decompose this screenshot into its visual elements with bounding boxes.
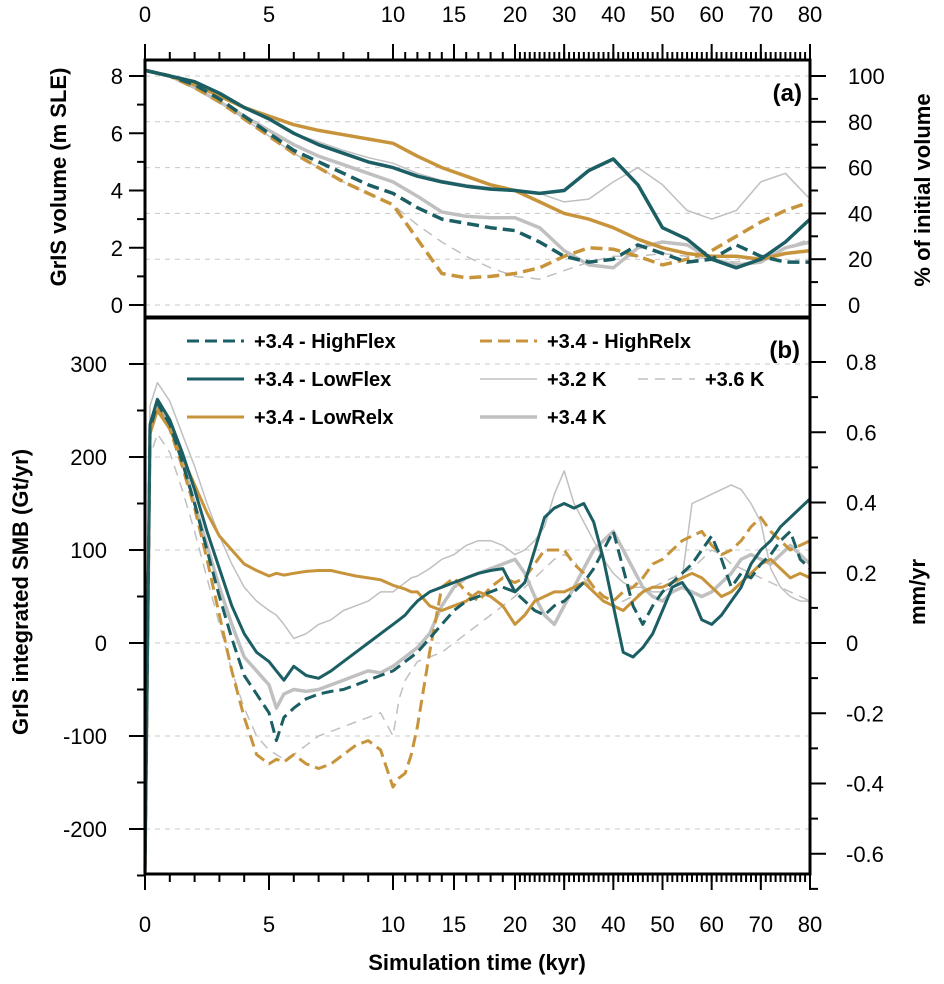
panel-a-y-tick-label: 2: [111, 236, 123, 261]
bottom-x-tick-label: 20: [503, 912, 527, 937]
legend-entry: +3.6 K: [638, 369, 765, 391]
series-line--3-4-k: [144, 68, 811, 270]
panel-b-y-tick-label: -100: [63, 724, 107, 749]
series-line--3-4-highflex: [144, 68, 810, 264]
top-x-tick-label: 80: [798, 2, 822, 27]
series-line--3-2-k: [144, 69, 811, 220]
panel-b-series: [143, 381, 812, 873]
series-line--3-4-k: [143, 401, 812, 873]
bottom-x-axis: 0 5 10 15 20 30 40 50 60 70 80: [139, 874, 822, 937]
panel-b-left-axis: -200 -100 0 100 200 300: [63, 352, 145, 877]
bottom-x-tick-label: 80: [798, 912, 822, 937]
panel-b-y-right-tick-label: 0.8: [846, 350, 877, 375]
panel-a-y-tick-label: 0: [111, 293, 123, 318]
panel-a-y-right-title: % of initial volume: [910, 93, 935, 286]
top-x-tick-label: 40: [601, 2, 625, 27]
x-axis-title: Simulation time (kyr): [368, 950, 586, 975]
top-x-tick-label: 5: [263, 2, 275, 27]
panel-b-grid: [145, 363, 810, 830]
legend-entry: +3.4 - HighFlex: [187, 331, 396, 353]
panel-b-y-right-tick-label: -0.4: [846, 772, 884, 797]
panel-b-y-tick-label: 0: [95, 631, 107, 656]
panel-a-y-right-tick-label: 80: [848, 110, 872, 135]
top-x-tick-label: 0: [139, 2, 151, 27]
bottom-x-tick-label: 30: [552, 912, 576, 937]
panel-a-y-right-tick-label: 0: [848, 293, 860, 318]
panel-b-y-right-title: mm/yr: [905, 559, 930, 625]
top-x-tick-label: 70: [749, 2, 773, 27]
series-line--3-4-lowflex: [143, 397, 812, 873]
panel-a-y-title: GrIS volume (m SLE): [46, 68, 71, 287]
top-x-axis: 0 5 10 15 20 30 40 50 60 70 80: [139, 2, 822, 60]
legend-entry: +3.4 - LowRelx: [187, 407, 394, 429]
panel-a-y-tick-label: 6: [111, 121, 123, 146]
bottom-x-tick-label: 40: [601, 912, 625, 937]
panel-b-y-right-tick-label: 0: [846, 631, 858, 656]
panel-a-label: (a): [773, 80, 802, 107]
legend: +3.4 - HighFlex +3.4 - HighRelx +3.4 - Low…: [187, 331, 765, 429]
panel-a-y-right-tick-label: 40: [848, 201, 872, 226]
legend-label: +3.4 - HighFlex: [254, 331, 396, 353]
top-x-tick-label: 15: [442, 2, 466, 27]
panel-a-y-tick-label: 8: [111, 64, 123, 89]
panel-a-series: [144, 68, 812, 280]
series-line--3-6-k: [144, 433, 811, 873]
bottom-x-tick-label: 50: [650, 912, 674, 937]
panel-b-y-tick-label: 100: [70, 538, 107, 563]
panel-a-right-axis: 0 20 40 60 80 100: [810, 64, 885, 318]
legend-label: +3.4 - LowFlex: [254, 369, 391, 391]
top-x-tick-label: 10: [381, 2, 405, 27]
legend-entry: +3.4 - LowFlex: [187, 369, 391, 391]
panel-a-grid: [145, 75, 810, 306]
panel-b-y-right-tick-label: 0.6: [846, 420, 877, 445]
panel-b-y-title: GrIS integrated SMB (Gt/yr): [8, 449, 33, 735]
top-x-tick-label: 50: [650, 2, 674, 27]
legend-label: +3.4 - LowRelx: [254, 407, 394, 429]
legend-label: +3.2 K: [547, 369, 607, 391]
panel-b-y-right-tick-label: 0.2: [846, 561, 877, 586]
top-x-tick-label: 20: [503, 2, 527, 27]
bottom-x-tick-label: 5: [263, 912, 275, 937]
legend-entry: +3.2 K: [480, 369, 607, 391]
panel-b-right-axis: -0.6 -0.4 -0.2 0 0.2 0.4 0.6 0.8: [810, 350, 884, 890]
series-line--3-4-highrelx: [143, 404, 811, 873]
panel-b-y-tick-label: 300: [70, 352, 107, 377]
panel-a-y-tick-label: 4: [111, 179, 123, 204]
panel-b-label: (b): [769, 337, 800, 364]
panel-a-y-right-tick-label: 60: [848, 156, 872, 181]
panel-b: 0 5 10 15 20 30 40 50 60 70 80 -200-1000100200300 …: [8, 316, 930, 975]
bottom-x-tick-label: 0: [139, 912, 151, 937]
panel-b-y-right-tick-label: 0.4: [846, 491, 877, 516]
top-x-tick-label: 60: [699, 2, 723, 27]
series-line--3-4-lowrelx: [144, 68, 811, 261]
series-line--3-2-k: [144, 381, 810, 873]
legend-entry: +3.4 K: [480, 407, 607, 429]
series-line--3-4-highflex: [143, 401, 812, 873]
bottom-x-tick-label: 15: [442, 912, 466, 937]
legend-label: +3.6 K: [705, 369, 765, 391]
legend-label: +3.4 K: [547, 407, 607, 429]
legend-label: +3.4 - HighRelx: [547, 331, 691, 353]
series-line--3-4-highrelx: [144, 68, 811, 280]
series-line--3-6-k: [144, 69, 811, 280]
panel-b-y-right-tick-label: -0.2: [846, 701, 884, 726]
panel-b-y-tick-label: 200: [70, 445, 107, 470]
series-line--3-4-lowrelx: [143, 409, 811, 873]
panel-b-y-tick-label: -200: [63, 817, 107, 842]
panel-a-y-right-tick-label: 100: [848, 64, 885, 89]
legend-entry: +3.4 - HighRelx: [480, 331, 691, 353]
bottom-x-tick-label: 10: [381, 912, 405, 937]
panel-b-y-right-tick-label: -0.6: [846, 842, 884, 867]
series-line--3-4-lowflex: [144, 68, 812, 270]
panel-a-y-right-tick-label: 20: [848, 247, 872, 272]
bottom-x-tick-label: 60: [699, 912, 723, 937]
bottom-x-tick-label: 70: [749, 912, 773, 937]
top-x-tick-label: 30: [552, 2, 576, 27]
panel-a-left-axis: 0 2 4 6 8: [111, 64, 145, 318]
